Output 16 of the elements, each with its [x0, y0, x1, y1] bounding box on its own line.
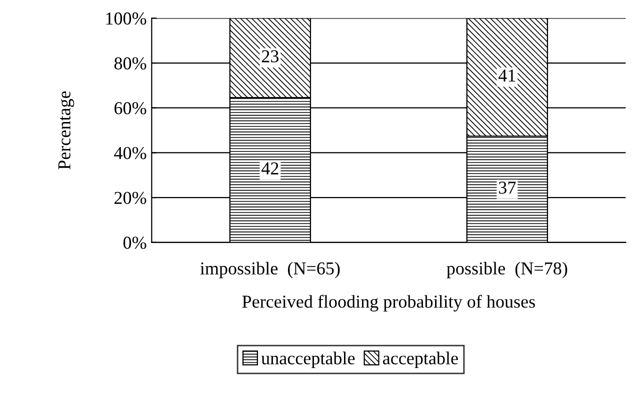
y-tick-label: 0%: [123, 236, 146, 249]
annotation: 41: [498, 70, 516, 82]
annotation: 23: [262, 50, 278, 62]
annotation: 42: [262, 162, 278, 174]
legend-label: unacceptable: [261, 352, 355, 368]
x-tick-label: possible (N=78): [446, 262, 568, 278]
legend-label: acceptable: [382, 352, 458, 368]
y-tick-label: 20%: [114, 192, 146, 204]
y-tick-label: 60%: [114, 102, 146, 114]
y-tick-label: 80%: [114, 57, 146, 70]
x-axis-title: Perceived flooding probability of houses: [242, 294, 535, 312]
annotation: 37: [499, 182, 516, 194]
x-tick-label: impossible (N=65): [200, 262, 340, 278]
y-axis-title: Percentage: [58, 91, 74, 170]
y-tick-label: 40%: [114, 146, 146, 160]
y-tick-label: 100%: [106, 12, 146, 25]
